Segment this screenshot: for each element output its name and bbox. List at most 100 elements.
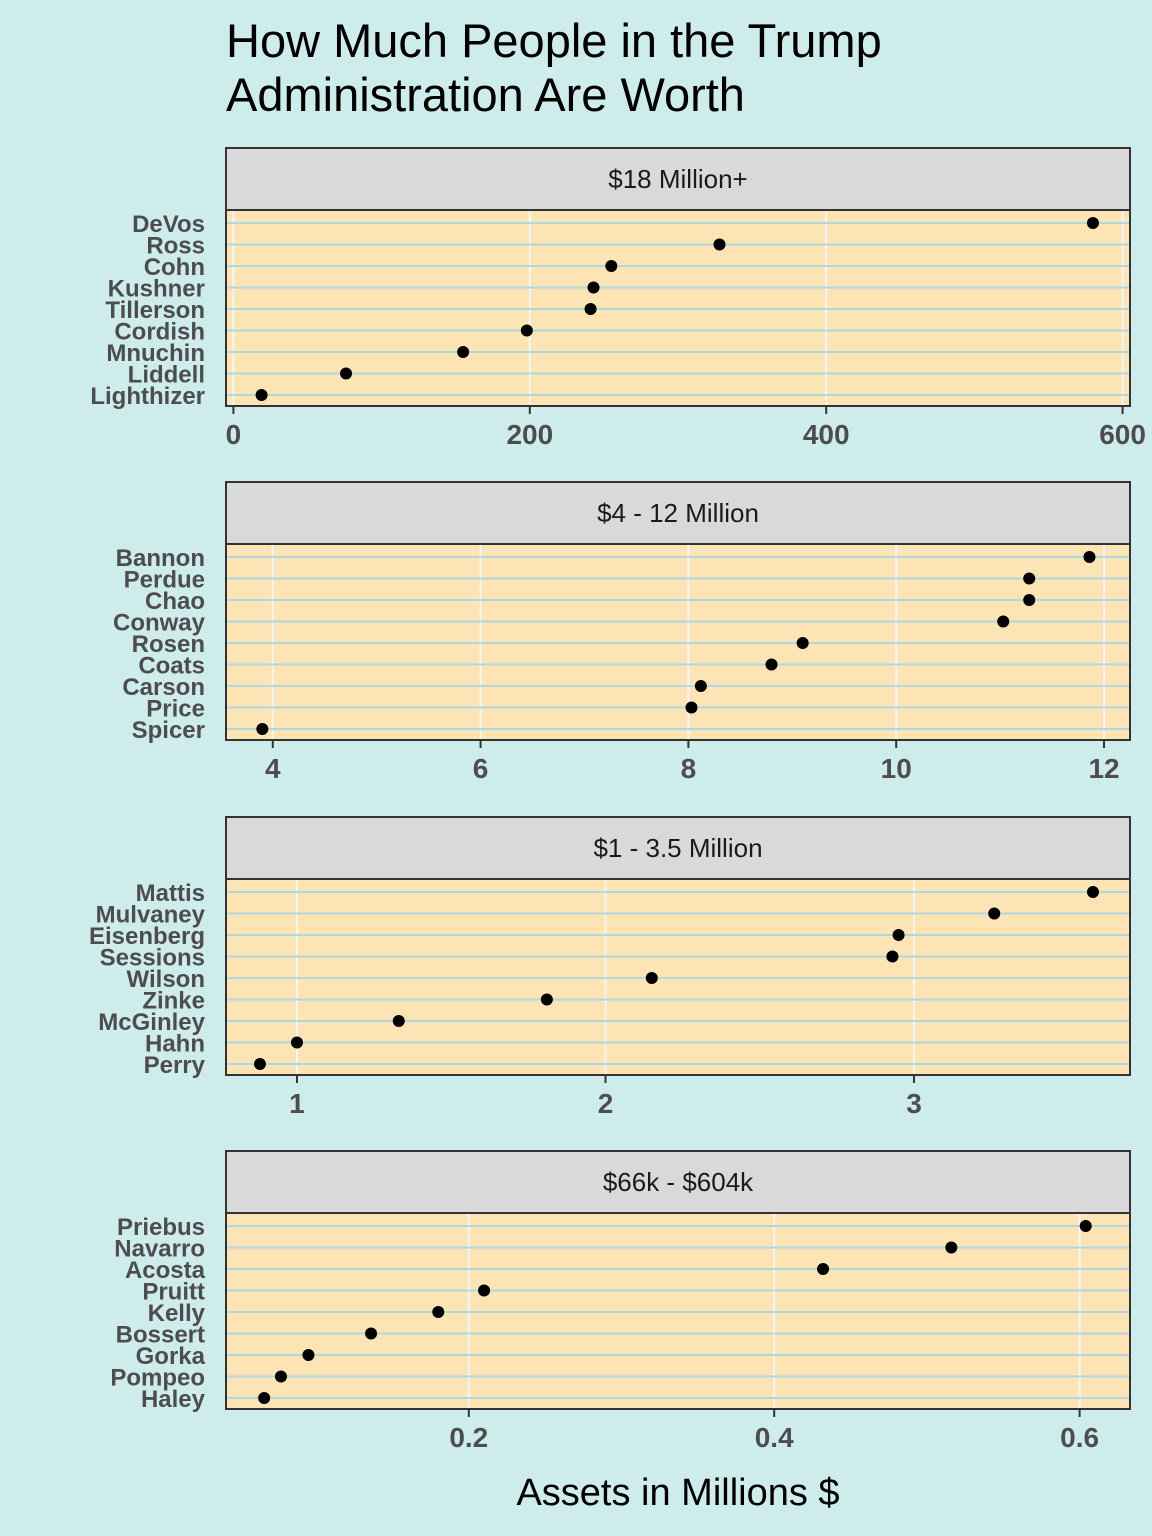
data-point-perry (253, 1058, 266, 1070)
x-tick-label-2-3: 10 (881, 753, 912, 784)
name-label-spicer: Spicer (132, 717, 205, 744)
name-label-coats: Coats (138, 653, 205, 680)
data-point-gorka (302, 1349, 315, 1361)
panel-border-3 (225, 878, 1131, 1076)
data-point-bossert (365, 1327, 378, 1340)
name-label-acosta: Acosta (125, 1257, 206, 1284)
name-label-tillerson: Tillerson (105, 297, 205, 324)
chart-title-line-1: How Much People in the Trump (226, 14, 882, 67)
name-label-mattis: Mattis (136, 880, 205, 907)
data-point-lighthizer (255, 389, 268, 401)
panel-border-2 (225, 543, 1131, 741)
data-point-wilson (645, 972, 658, 984)
name-label-carson: Carson (122, 674, 205, 701)
data-point-liddell (340, 367, 353, 380)
facet-strip-label-3: $1 - 3.5 Million (593, 833, 762, 863)
name-label-bannon: Bannon (116, 545, 205, 572)
facet-strip-4 (225, 1150, 1131, 1214)
name-label-rosen: Rosen (132, 631, 205, 658)
data-point-mcginley (392, 1015, 405, 1027)
name-label-devos: DeVos (132, 211, 205, 238)
name-label-kelly: Kelly (148, 1300, 206, 1327)
name-label-wilson: Wilson (127, 966, 205, 993)
name-label-cordish: Cordish (114, 319, 205, 346)
x-tick-label-3-0: 1 (289, 1088, 305, 1119)
name-label-sessions: Sessions (100, 945, 205, 972)
name-label-navarro: Navarro (114, 1236, 205, 1263)
data-point-cohn (605, 260, 618, 272)
x-tick-label-3-1: 2 (598, 1088, 614, 1119)
name-label-pompeo: Pompeo (110, 1365, 205, 1392)
x-tick-label-2-0: 4 (265, 753, 281, 784)
name-label-conway: Conway (113, 610, 206, 637)
name-label-gorka: Gorka (136, 1343, 206, 1370)
data-point-spicer (256, 723, 269, 735)
panel-border-1 (225, 209, 1131, 407)
name-label-bossert: Bossert (116, 1322, 205, 1349)
x-tick-label-1-3: 600 (1099, 419, 1146, 450)
panel-border-4 (225, 1212, 1131, 1410)
data-point-eisenberg (892, 929, 905, 941)
chart-title: How Much People in the Trump Administrat… (226, 14, 882, 122)
data-point-cordish (520, 324, 533, 337)
data-point-sessions (886, 950, 899, 963)
data-point-hahn (290, 1036, 303, 1049)
name-label-mnuchin: Mnuchin (106, 340, 205, 367)
data-point-mulvaney (988, 907, 1001, 920)
name-label-mcginley: McGinley (98, 1009, 205, 1036)
x-tick-label-1-1: 200 (506, 419, 553, 450)
name-label-zinke: Zinke (142, 988, 205, 1015)
data-point-pompeo (274, 1370, 287, 1383)
x-tick-label-2-2: 8 (681, 753, 697, 784)
data-point-rosen (796, 637, 809, 649)
data-point-mattis (1086, 886, 1099, 898)
data-point-pruitt (478, 1284, 491, 1297)
x-axis-title: Assets in Millions $ (516, 1472, 839, 1514)
facet-strip-label-2: $4 - 12 Million (597, 498, 759, 528)
data-point-haley (258, 1392, 271, 1404)
facet-strip-2 (225, 481, 1131, 545)
data-point-bannon (1083, 551, 1096, 563)
x-tick-label-1-2: 400 (803, 419, 850, 450)
data-point-zinke (540, 993, 553, 1006)
name-label-perry: Perry (144, 1052, 206, 1079)
name-label-kushner: Kushner (108, 276, 205, 303)
name-label-eisenberg: Eisenberg (89, 923, 205, 950)
data-point-priebus (1079, 1220, 1092, 1232)
data-point-kelly (432, 1306, 445, 1318)
x-tick-label-2-4: 12 (1088, 753, 1119, 784)
name-label-lighthizer: Lighthizer (90, 383, 205, 410)
name-label-hahn: Hahn (145, 1031, 205, 1058)
name-label-chao: Chao (145, 588, 205, 615)
data-point-navarro (945, 1241, 958, 1254)
data-point-perdue (1023, 572, 1036, 585)
name-label-perdue: Perdue (124, 567, 205, 594)
facet-strip-3 (225, 816, 1131, 880)
x-tick-label-4-2: 0.6 (1060, 1422, 1099, 1453)
name-label-mulvaney: Mulvaney (96, 902, 206, 929)
name-label-cohn: Cohn (144, 254, 205, 281)
data-point-coats (765, 658, 778, 671)
x-tick-label-4-0: 0.2 (449, 1422, 488, 1453)
x-tick-label-4-1: 0.4 (755, 1422, 794, 1453)
name-label-priebus: Priebus (117, 1214, 205, 1241)
data-point-chao (1023, 594, 1036, 606)
x-tick-label-2-1: 6 (473, 753, 489, 784)
facet-strip-label-4: $66k - $604k (603, 1167, 754, 1197)
name-label-pruitt: Pruitt (142, 1279, 205, 1306)
name-label-liddell: Liddell (128, 362, 205, 389)
data-point-carson (694, 680, 707, 692)
x-tick-label-3-2: 3 (906, 1088, 922, 1119)
data-point-kushner (587, 281, 600, 294)
name-label-haley: Haley (141, 1386, 206, 1413)
x-tick-label-1-0: 0 (226, 419, 242, 450)
data-point-acosta (817, 1263, 830, 1275)
data-point-ross (713, 238, 726, 251)
chart-title-line-2: Administration Are Worth (226, 68, 745, 121)
name-label-ross: Ross (146, 233, 205, 260)
data-point-tillerson (584, 303, 597, 315)
data-point-mnuchin (457, 346, 470, 358)
facet-strip-label-1: $18 Million+ (608, 164, 747, 194)
